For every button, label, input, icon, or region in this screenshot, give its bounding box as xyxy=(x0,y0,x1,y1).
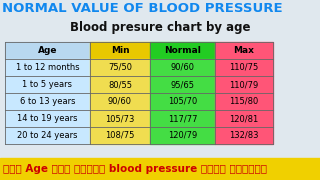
Bar xyxy=(5,59,90,76)
Bar xyxy=(90,93,150,110)
Bar xyxy=(5,42,90,59)
Text: किस Age में कितना blood pressure होना चाहिए।: किस Age में कितना blood pressure होना चा… xyxy=(3,164,267,174)
Text: 117/77: 117/77 xyxy=(168,114,197,123)
Text: 120/79: 120/79 xyxy=(168,131,197,140)
Bar xyxy=(215,93,273,110)
Text: Max: Max xyxy=(234,46,254,55)
Text: 95/65: 95/65 xyxy=(171,80,195,89)
Text: 110/75: 110/75 xyxy=(229,63,259,72)
Bar xyxy=(90,59,150,76)
Text: 90/60: 90/60 xyxy=(108,97,132,106)
Text: 20 to 24 years: 20 to 24 years xyxy=(17,131,78,140)
Bar xyxy=(215,110,273,127)
Bar xyxy=(150,127,215,144)
Bar xyxy=(0,158,320,180)
Text: 1 to 12 months: 1 to 12 months xyxy=(16,63,79,72)
Text: 80/55: 80/55 xyxy=(108,80,132,89)
Text: 6 to 13 years: 6 to 13 years xyxy=(20,97,75,106)
Text: 132/83: 132/83 xyxy=(229,131,259,140)
Text: 90/60: 90/60 xyxy=(171,63,195,72)
Bar xyxy=(90,76,150,93)
Bar xyxy=(150,42,215,59)
Bar xyxy=(150,59,215,76)
Bar xyxy=(215,76,273,93)
Bar xyxy=(5,127,90,144)
Bar xyxy=(150,110,215,127)
Bar xyxy=(90,127,150,144)
Bar xyxy=(5,110,90,127)
Bar xyxy=(215,127,273,144)
Bar xyxy=(150,76,215,93)
Bar xyxy=(215,59,273,76)
Text: Min: Min xyxy=(111,46,129,55)
Bar xyxy=(90,110,150,127)
Text: 115/80: 115/80 xyxy=(229,97,259,106)
Text: Blood presure chart by age: Blood presure chart by age xyxy=(70,21,250,35)
Text: 108/75: 108/75 xyxy=(105,131,135,140)
Text: 1 to 5 years: 1 to 5 years xyxy=(22,80,73,89)
Text: 105/73: 105/73 xyxy=(105,114,135,123)
Bar xyxy=(150,93,215,110)
Text: 75/50: 75/50 xyxy=(108,63,132,72)
Text: Age: Age xyxy=(38,46,57,55)
Bar xyxy=(5,76,90,93)
Bar xyxy=(215,42,273,59)
Text: 14 to 19 years: 14 to 19 years xyxy=(17,114,78,123)
Text: NORMAL VALUE OF BLOOD PRESSURE: NORMAL VALUE OF BLOOD PRESSURE xyxy=(2,1,283,15)
Bar xyxy=(5,93,90,110)
Text: Normal: Normal xyxy=(164,46,201,55)
Text: 120/81: 120/81 xyxy=(229,114,259,123)
Text: 110/79: 110/79 xyxy=(229,80,259,89)
Text: 105/70: 105/70 xyxy=(168,97,197,106)
Bar xyxy=(90,42,150,59)
